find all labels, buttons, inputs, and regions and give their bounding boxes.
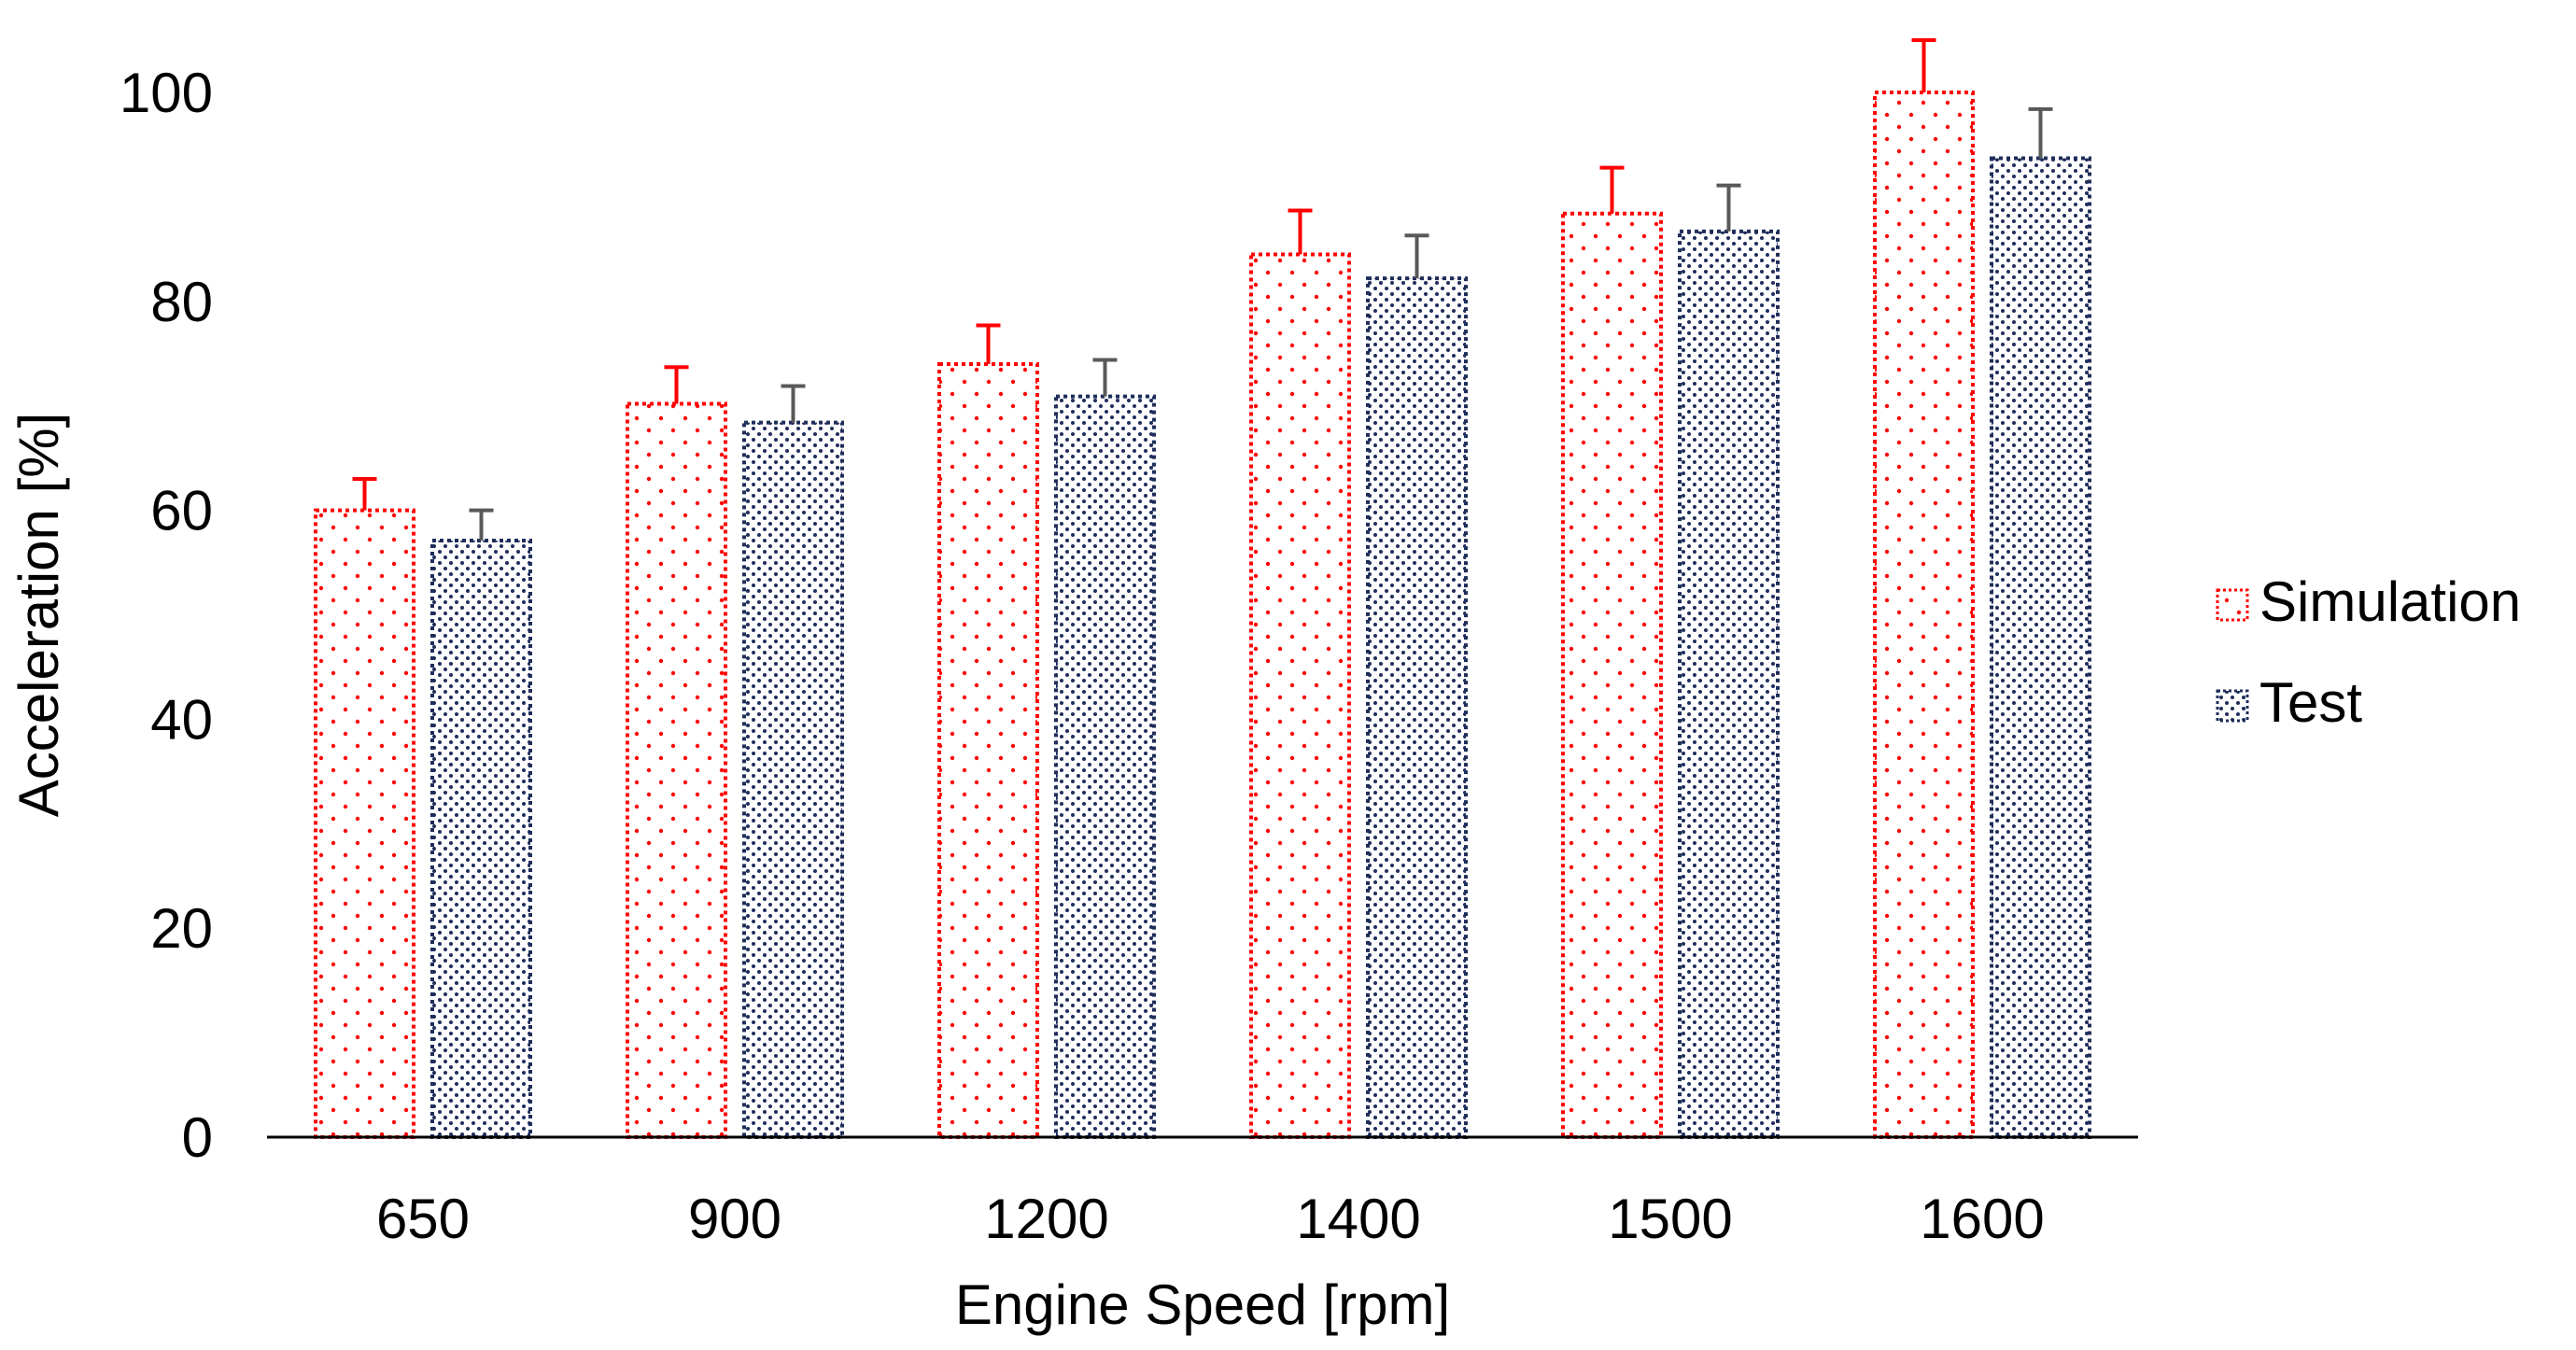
y-tick-label: 100 xyxy=(120,62,213,124)
x-tick-label: 1600 xyxy=(1920,1188,2044,1250)
x-tick-label: 900 xyxy=(688,1188,781,1250)
y-tick-label: 0 xyxy=(182,1106,213,1169)
bar-test xyxy=(430,539,532,1139)
error-bar-simulation xyxy=(352,477,377,511)
x-axis-ticks: 650 900 1200 1400 1500 1600 xyxy=(376,1188,2045,1250)
bar-test xyxy=(742,420,844,1139)
bar-simulation xyxy=(1873,91,1975,1139)
error-bar-simulation xyxy=(664,365,689,404)
bar-simulation xyxy=(1249,252,1351,1139)
error-bar-simulation xyxy=(1599,165,1625,214)
x-tick-label: 1400 xyxy=(1296,1188,1420,1250)
bar-simulation xyxy=(937,361,1039,1139)
bar-test xyxy=(1990,156,2091,1140)
x-axis-title: Engine Speed [rpm] xyxy=(955,1273,1450,1336)
error-bar-simulation xyxy=(1911,38,1936,92)
y-axis-title: Acceleration [%] xyxy=(7,413,70,818)
y-tick-label: 20 xyxy=(150,897,213,960)
bar-test xyxy=(1054,394,1156,1139)
bar-simulation xyxy=(1561,211,1663,1139)
error-bar-test xyxy=(1716,183,1741,232)
y-tick-label: 60 xyxy=(150,480,213,542)
error-bar-test xyxy=(1404,233,1429,279)
legend-swatch xyxy=(2216,689,2249,723)
x-tick-label: 1200 xyxy=(984,1188,1108,1250)
x-tick-label: 1500 xyxy=(1608,1188,1732,1250)
legend-label: Simulation xyxy=(2259,570,2521,633)
x-tick-label: 650 xyxy=(376,1188,470,1250)
error-bar-test xyxy=(781,384,806,423)
error-bar-test xyxy=(2028,106,2053,159)
error-bar-test xyxy=(469,508,494,541)
bar-simulation xyxy=(626,401,727,1140)
y-tick-label: 80 xyxy=(150,271,213,333)
y-axis-ticks: 0 20 40 60 80 100 xyxy=(120,62,213,1169)
legend-swatch xyxy=(2216,588,2249,622)
error-bar-simulation xyxy=(1288,208,1313,255)
error-bar-simulation xyxy=(976,323,1001,364)
legend: Simulation Test xyxy=(2216,570,2521,734)
bar-test xyxy=(1366,276,1468,1139)
legend-item-simulation: Simulation xyxy=(2216,570,2521,633)
bars-group xyxy=(314,91,2091,1140)
bar-simulation xyxy=(314,508,415,1139)
legend-label: Test xyxy=(2259,671,2362,734)
bar-test xyxy=(1678,229,1780,1139)
error-bars-group xyxy=(352,38,2053,541)
legend-item-test: Test xyxy=(2216,671,2362,734)
y-tick-label: 40 xyxy=(150,688,213,751)
error-bar-test xyxy=(1092,358,1118,397)
